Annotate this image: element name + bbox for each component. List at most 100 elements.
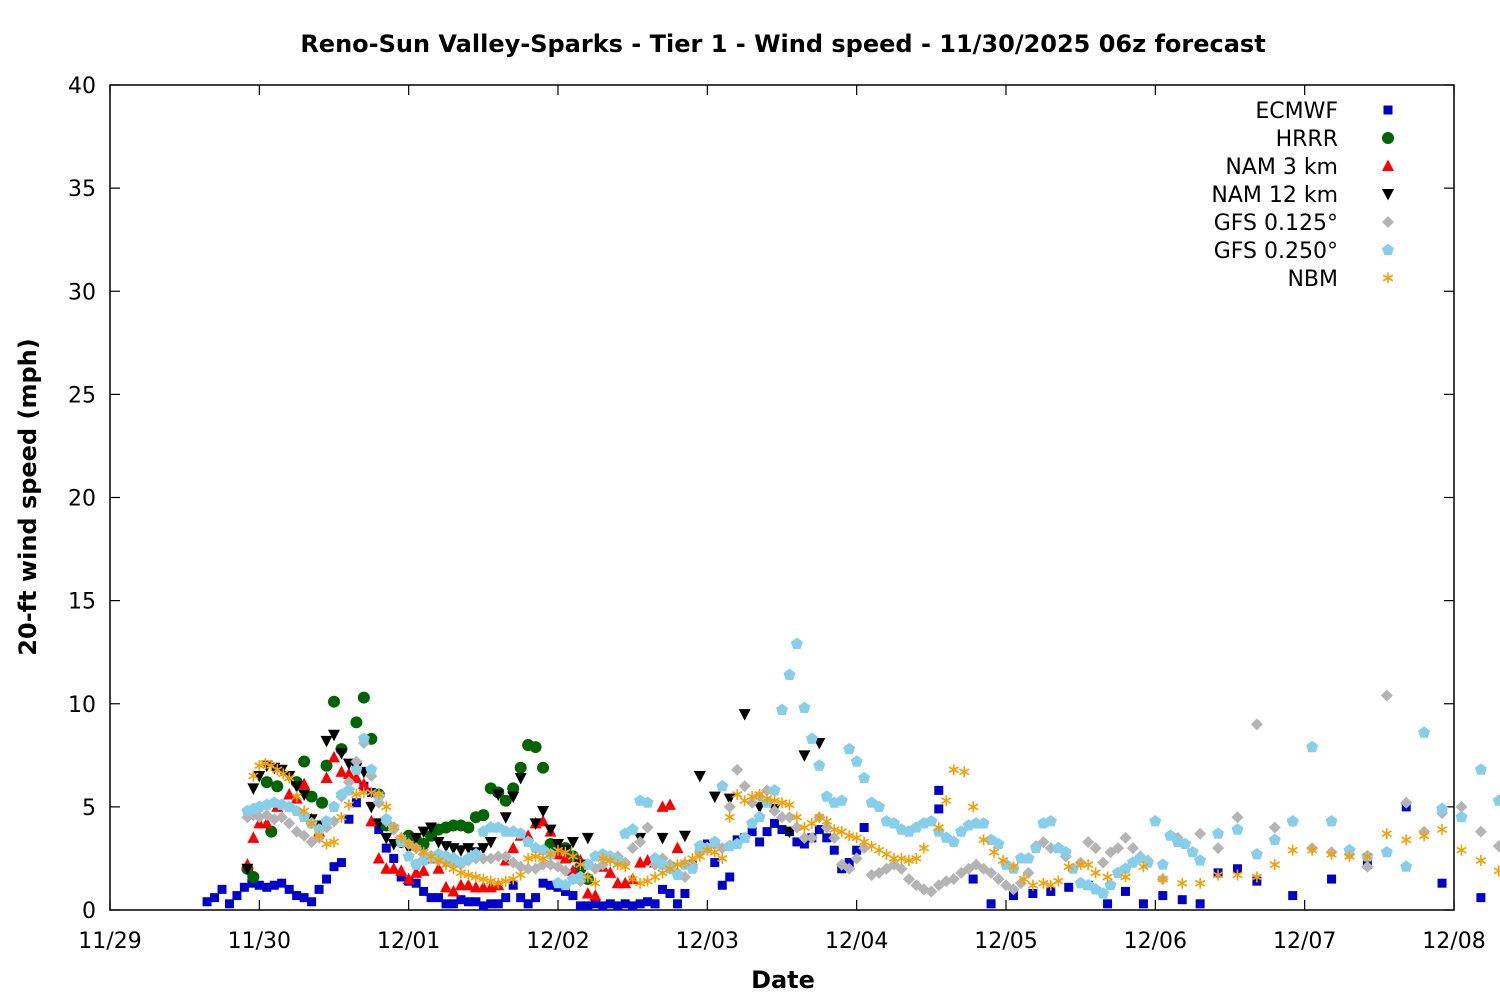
data-point <box>858 771 871 784</box>
data-point <box>1119 831 1132 844</box>
data-point <box>986 899 996 909</box>
x-tick-label: 11/29 <box>78 929 141 954</box>
data-point <box>1044 815 1057 827</box>
data-point <box>1090 867 1101 879</box>
data-point <box>1186 846 1199 858</box>
data-point <box>306 817 317 829</box>
legend-marker <box>1382 132 1394 144</box>
data-point <box>947 873 960 886</box>
data-point <box>507 841 520 854</box>
data-point <box>1138 861 1149 873</box>
data-point <box>432 862 445 874</box>
data-point <box>746 796 759 809</box>
data-point <box>522 835 535 847</box>
y-tick-label: 30 <box>68 280 96 305</box>
data-point <box>859 823 869 832</box>
data-point <box>469 848 482 860</box>
data-point <box>351 798 361 808</box>
data-point <box>992 837 1005 850</box>
data-point <box>284 884 294 894</box>
data-point <box>1177 895 1187 905</box>
data-point <box>1212 827 1224 839</box>
data-point <box>336 858 346 868</box>
data-point <box>829 845 839 855</box>
data-point <box>265 825 278 838</box>
data-point <box>1286 815 1299 827</box>
data-point <box>1156 858 1169 870</box>
data-point <box>925 815 938 827</box>
data-point <box>672 859 683 871</box>
data-point <box>485 875 496 887</box>
data-point <box>933 822 944 833</box>
data-point <box>776 811 788 824</box>
data-point <box>247 831 260 843</box>
data-point <box>1380 846 1393 858</box>
legend-label: NAM 12 km <box>1211 183 1338 208</box>
data-point <box>821 815 832 827</box>
data-point <box>1195 899 1205 909</box>
data-point <box>850 852 863 865</box>
data-point <box>1380 689 1393 702</box>
data-point <box>658 884 668 894</box>
data-point <box>320 815 333 827</box>
data-point <box>1344 850 1355 862</box>
data-point <box>537 806 550 818</box>
data-point <box>538 878 548 888</box>
data-point <box>888 817 900 829</box>
data-point <box>239 882 249 892</box>
data-point <box>350 716 363 729</box>
data-point <box>342 776 355 789</box>
data-point <box>1306 740 1319 753</box>
data-point <box>792 837 802 847</box>
data-point <box>1138 899 1148 909</box>
data-point <box>635 899 645 909</box>
data-point <box>620 899 630 909</box>
data-point <box>1212 842 1225 855</box>
data-point <box>934 804 944 814</box>
data-point <box>493 899 503 909</box>
data-point <box>1476 893 1486 903</box>
data-point <box>731 763 744 776</box>
data-point <box>298 789 311 801</box>
data-point <box>492 789 505 801</box>
data-point <box>1231 811 1244 824</box>
data-point <box>344 814 354 824</box>
data-point <box>1089 842 1102 855</box>
data-point <box>1157 873 1168 885</box>
data-point <box>665 889 675 898</box>
data-point <box>307 897 317 907</box>
y-tick-label: 20 <box>68 487 96 512</box>
data-point <box>254 880 264 890</box>
data-point <box>589 889 602 901</box>
data-point <box>1327 874 1337 884</box>
y-tick-label: 0 <box>82 899 96 924</box>
data-point <box>746 791 758 803</box>
data-point <box>1492 840 1500 853</box>
data-point <box>1361 860 1374 873</box>
data-point <box>1455 800 1468 813</box>
data-point <box>275 811 288 824</box>
data-point <box>381 843 391 853</box>
data-point <box>717 880 727 890</box>
data-point <box>320 759 333 772</box>
data-point <box>514 761 527 774</box>
data-point <box>717 852 728 864</box>
data-point <box>1120 886 1130 896</box>
data-point <box>507 791 520 804</box>
series-nbm <box>248 758 1500 891</box>
data-point <box>843 862 856 875</box>
data-point <box>790 637 803 649</box>
data-point <box>343 799 355 811</box>
data-point <box>619 876 632 889</box>
data-point <box>844 830 855 842</box>
data-point <box>441 899 451 909</box>
data-point <box>462 821 475 834</box>
data-point <box>1268 821 1281 834</box>
data-point <box>738 831 751 843</box>
data-point <box>1177 877 1188 889</box>
data-point <box>1232 869 1243 881</box>
data-point <box>634 835 647 848</box>
data-point <box>1437 878 1447 888</box>
data-point <box>1194 827 1207 840</box>
data-point <box>1474 763 1487 775</box>
